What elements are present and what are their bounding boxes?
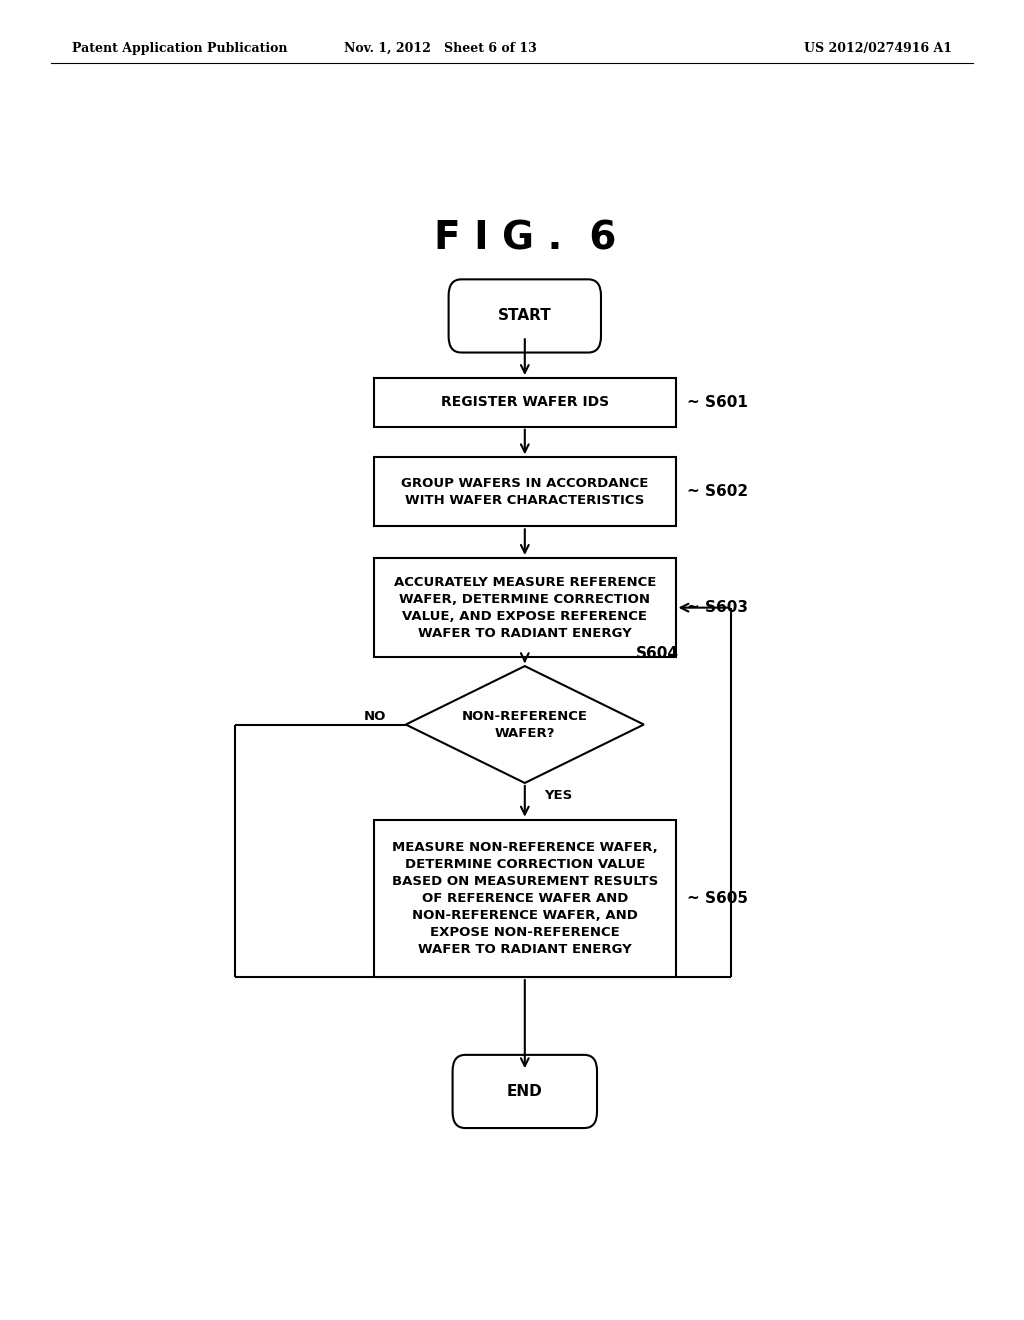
Bar [374, 820, 676, 977]
FancyBboxPatch shape [449, 280, 601, 352]
Text: ~ S603: ~ S603 [687, 601, 749, 615]
Text: YES: YES [545, 789, 572, 803]
FancyBboxPatch shape [453, 1055, 597, 1129]
Polygon shape [406, 667, 644, 783]
Text: ~ S602: ~ S602 [687, 484, 749, 499]
Text: REGISTER WAFER IDS: REGISTER WAFER IDS [440, 395, 609, 409]
Text: MEASURE NON-REFERENCE WAFER,
DETERMINE CORRECTION VALUE
BASED ON MEASUREMENT RES: MEASURE NON-REFERENCE WAFER, DETERMINE C… [391, 841, 658, 956]
Text: ~ S601: ~ S601 [687, 395, 749, 409]
Text: END: END [507, 1084, 543, 1100]
Text: ~ S605: ~ S605 [687, 891, 749, 906]
Bar [374, 457, 676, 527]
Text: START: START [498, 309, 552, 323]
Text: NON-REFERENCE
WAFER?: NON-REFERENCE WAFER? [462, 710, 588, 739]
Text: Patent Application Publication: Patent Application Publication [72, 42, 287, 55]
Text: S604: S604 [636, 645, 679, 661]
Text: F I G .  6: F I G . 6 [433, 219, 616, 257]
Text: GROUP WAFERS IN ACCORDANCE
WITH WAFER CHARACTERISTICS: GROUP WAFERS IN ACCORDANCE WITH WAFER CH… [401, 477, 648, 507]
Bar [374, 378, 676, 426]
Text: NO: NO [364, 710, 386, 723]
Text: ACCURATELY MEASURE REFERENCE
WAFER, DETERMINE CORRECTION
VALUE, AND EXPOSE REFER: ACCURATELY MEASURE REFERENCE WAFER, DETE… [393, 576, 656, 640]
Text: Nov. 1, 2012   Sheet 6 of 13: Nov. 1, 2012 Sheet 6 of 13 [344, 42, 537, 55]
Bar [374, 558, 676, 657]
Text: US 2012/0274916 A1: US 2012/0274916 A1 [804, 42, 952, 55]
